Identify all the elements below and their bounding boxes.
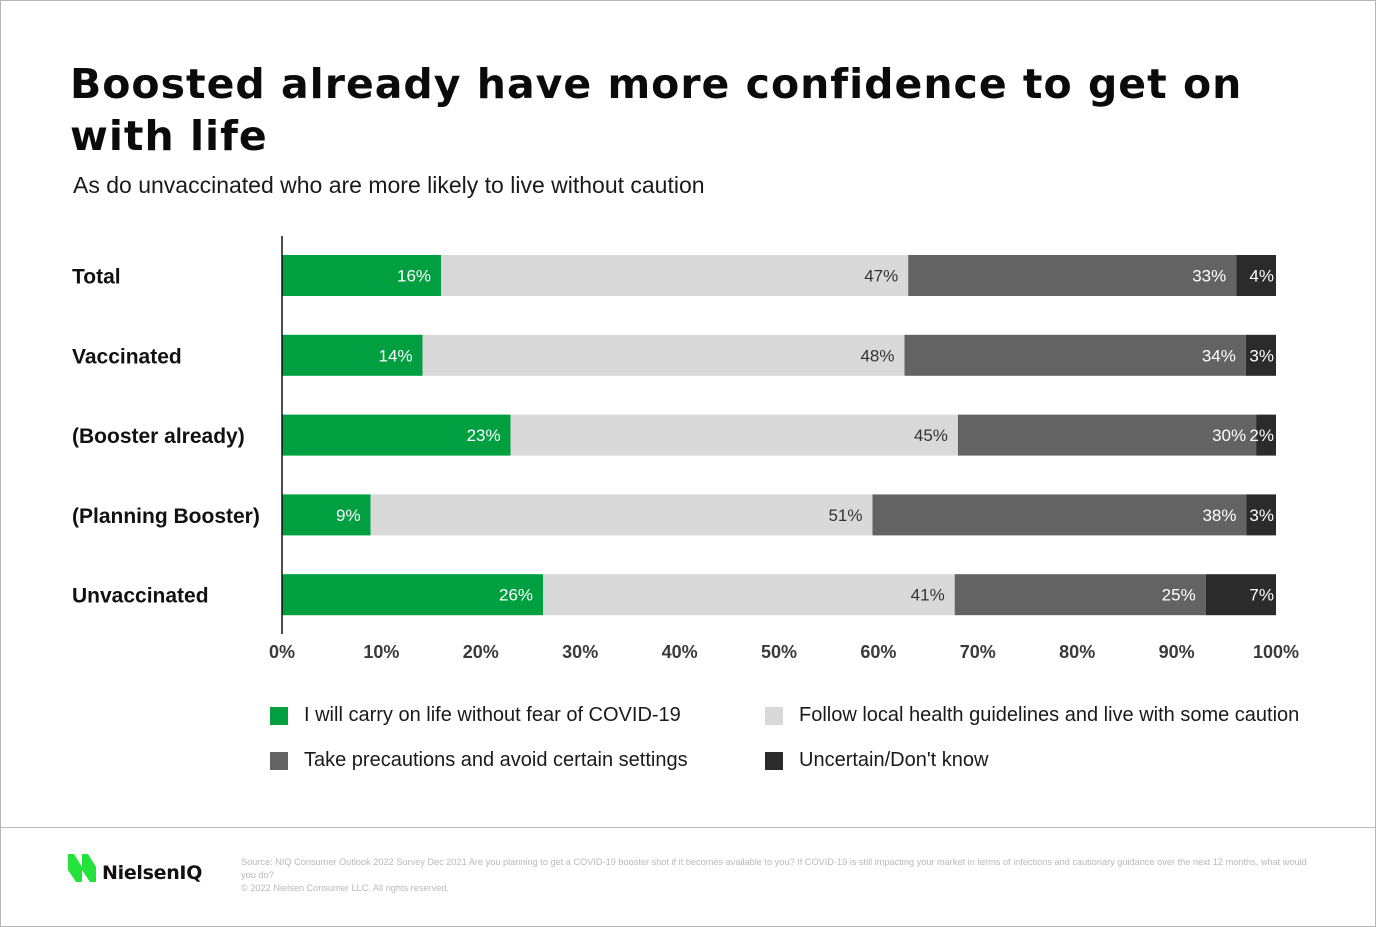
data-label-total-3: 4%	[1249, 267, 1274, 286]
bar-segment-planning-booster-3	[1246, 494, 1276, 536]
x-tick-label: 0%	[269, 642, 295, 662]
category-label-booster-already: (Booster already)	[72, 425, 245, 448]
bar-segment-booster-already-0	[282, 414, 511, 456]
x-tick-label: 100%	[1253, 642, 1299, 662]
x-tick-label: 50%	[761, 642, 797, 662]
bar-segment-vaccinated-2	[904, 334, 1246, 376]
data-label-vaccinated-0: 14%	[379, 346, 413, 365]
copyright-text: © 2022 Nielsen Consumer LLC. All rights …	[241, 883, 449, 893]
data-label-vaccinated-3: 3%	[1249, 346, 1274, 365]
data-label-booster-already-2: 30%	[1212, 426, 1246, 445]
legend-swatch-green	[270, 706, 288, 725]
category-label-planning-booster: (Planning Booster)	[72, 505, 260, 528]
legend-label: I will carry on life without fear of COV…	[304, 704, 681, 726]
legend-item-take-precautions: Take precautions and avoid certain setti…	[270, 749, 688, 772]
legend-label: Take precautions and avoid certain setti…	[304, 749, 688, 771]
data-label-total-1: 47%	[864, 267, 898, 286]
source-text: Source: NIQ Consumer Outlook 2022 Survey…	[241, 857, 1307, 880]
logo-mark-left	[68, 854, 82, 882]
x-tick-label: 80%	[1059, 642, 1095, 662]
data-label-total-2: 33%	[1192, 267, 1226, 286]
data-label-booster-already-3: 2%	[1249, 426, 1274, 445]
category-label-unvaccinated: Unvaccinated	[72, 585, 209, 608]
bar-segment-vaccinated-1	[422, 334, 905, 376]
bar-segment-total-2	[908, 255, 1237, 296]
x-tick-label: 20%	[463, 642, 499, 662]
nielseniq-logo: NielsenIQ	[68, 852, 202, 884]
data-label-planning-booster-1: 51%	[828, 506, 862, 525]
data-label-unvaccinated-1: 41%	[911, 586, 945, 605]
brand-name: NielsenIQ	[102, 862, 203, 884]
x-tick-label: 40%	[662, 642, 698, 662]
bar-segment-vaccinated-0	[282, 334, 423, 376]
data-label-planning-booster-2: 38%	[1202, 506, 1236, 525]
legend-swatch-light-gray	[765, 706, 783, 725]
data-label-unvaccinated-3: 7%	[1249, 586, 1274, 605]
bar-segment-planning-booster-1	[370, 494, 873, 536]
logo-mark-right	[82, 854, 96, 882]
bar-segment-total-3	[1236, 255, 1276, 296]
data-label-total-0: 16%	[397, 267, 431, 286]
category-label-total: Total	[72, 266, 121, 289]
data-label-vaccinated-1: 48%	[860, 346, 894, 365]
nielseniq-logo-mark-icon	[68, 854, 96, 882]
legend-swatch-dark-gray	[270, 751, 288, 770]
bar-segment-vaccinated-3	[1245, 334, 1276, 376]
data-label-booster-already-1: 45%	[914, 426, 948, 445]
x-tick-label: 10%	[363, 642, 399, 662]
data-label-vaccinated-2: 34%	[1202, 346, 1236, 365]
data-label-unvaccinated-2: 25%	[1162, 586, 1196, 605]
legend-item-uncertain: Uncertain/Don't know	[765, 749, 988, 772]
legend-swatch-black	[765, 751, 783, 770]
bar-segment-unvaccinated-0	[282, 574, 544, 616]
x-tick-label: 60%	[860, 642, 896, 662]
legend-label: Uncertain/Don't know	[799, 749, 989, 771]
footer-divider	[1, 827, 1375, 828]
stacked-bar-chart: Total 16% 47% 33% 4% Vaccinated 14% 48% 34% 3% (Bo…	[72, 236, 1299, 662]
legend-item-follow-guidelines: Follow local health guidelines and live …	[765, 704, 1299, 727]
bar-segment-unvaccinated-1	[543, 574, 955, 616]
data-label-booster-already-0: 23%	[467, 426, 501, 445]
category-label-vaccinated: Vaccinated	[72, 345, 182, 368]
data-label-unvaccinated-0: 26%	[499, 586, 533, 605]
source-footnote: Source: NIQ Consumer Outlook 2022 Survey…	[241, 856, 1311, 895]
x-tick-label: 90%	[1159, 642, 1195, 662]
bar-segment-booster-already-3	[1256, 414, 1276, 456]
bar-segment-planning-booster-2	[872, 494, 1247, 536]
bar-segment-booster-already-1	[510, 414, 958, 456]
bar-segment-booster-already-2	[957, 414, 1257, 456]
bar-segment-unvaccinated-3	[1205, 574, 1276, 616]
legend-label: Follow local health guidelines and live …	[799, 704, 1300, 726]
chart-subtitle: As do unvaccinated who are more likely t…	[73, 172, 705, 198]
data-label-planning-booster-3: 3%	[1249, 506, 1274, 525]
chart-title: Boosted already have more confidence to …	[70, 60, 1243, 160]
x-tick-label: 70%	[960, 642, 996, 662]
x-tick-label: 30%	[562, 642, 598, 662]
bar-segment-total-0	[282, 255, 442, 296]
legend-item-carry-on: I will carry on life without fear of COV…	[270, 704, 681, 727]
bar-segment-total-1	[441, 255, 909, 296]
data-label-planning-booster-0: 9%	[336, 506, 361, 525]
bar-segment-planning-booster-0	[282, 494, 371, 536]
bar-segment-unvaccinated-2	[954, 574, 1206, 616]
